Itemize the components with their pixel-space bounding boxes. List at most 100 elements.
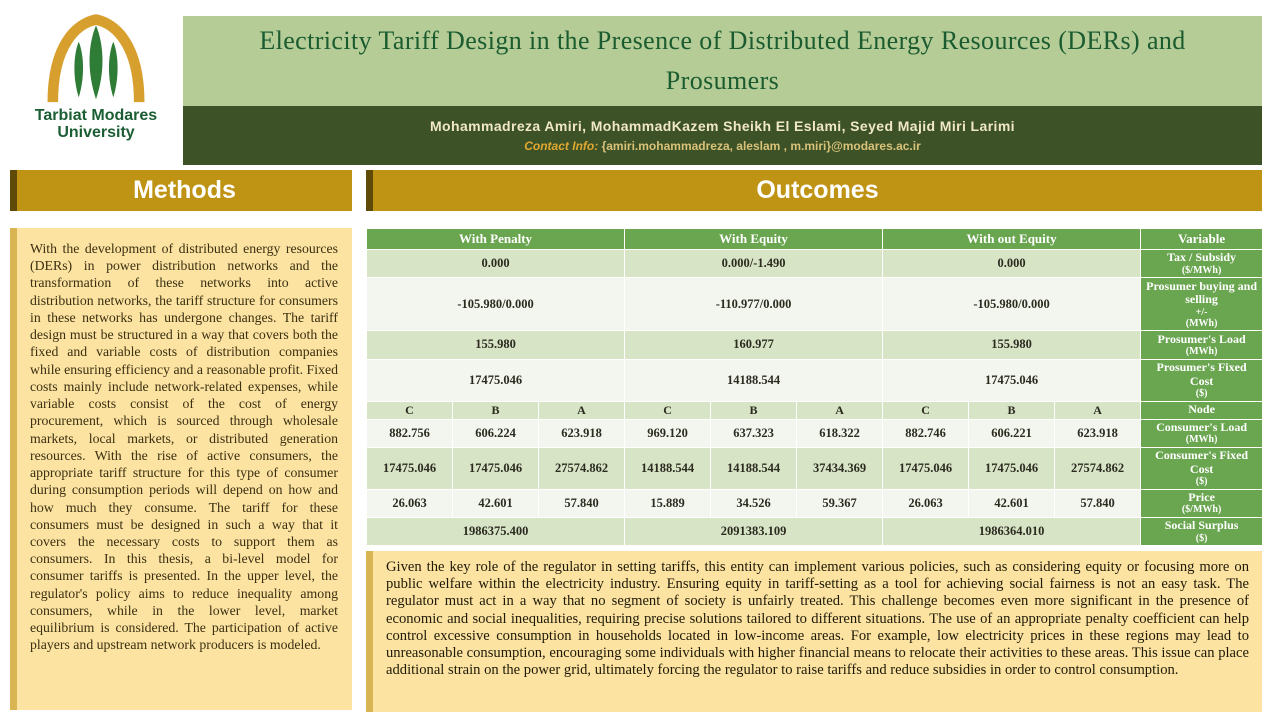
cell: -110.977/0.000 [624, 277, 884, 332]
cell: 969.120 [624, 418, 712, 448]
cell: 17475.046 [882, 358, 1142, 402]
cell: 606.224 [452, 418, 539, 448]
cell: 623.918 [537, 418, 626, 448]
col-group-with-penalty: With Penalty [365, 228, 626, 250]
cell: 15.889 [624, 488, 712, 518]
outcomes-panel: Given the key role of the regulator in s… [366, 551, 1262, 712]
methods-title: Methods [133, 176, 236, 204]
variable-label: Node [1140, 400, 1264, 420]
node-cell: C [882, 400, 970, 420]
variable-label: Prosumer buying and selling +/- (MWh) [1140, 277, 1264, 332]
variable-unit: ($) [1195, 532, 1208, 544]
cell: -105.980/0.000 [365, 277, 626, 332]
cell: 14188.544 [624, 358, 884, 402]
cell: 26.063 [366, 488, 453, 518]
table-header-row: With Penalty With Equity With out Equity… [365, 228, 1264, 250]
logo-line2: University [57, 123, 135, 141]
col-group-with-equity: With Equity [624, 228, 884, 250]
cell: 26.063 [882, 488, 970, 518]
variable-label: Consumer's Fixed Cost ($) [1140, 446, 1264, 490]
cell: 155.980 [365, 330, 626, 360]
variable-label: Consumer's Load (MWh) [1140, 418, 1264, 448]
logo-emblem-icon [47, 14, 145, 103]
col-group-without-equity: With out Equity [882, 228, 1142, 250]
title-band: Electricity Tariff Design in the Presenc… [183, 16, 1262, 106]
table-row-social-surplus: 1986375.400 2091383.109 1986364.010 Soci… [365, 516, 1264, 547]
cell: 17475.046 [365, 358, 626, 402]
cell: 606.221 [968, 418, 1056, 448]
variable-name: Consumer's Load [1156, 419, 1248, 434]
node-cell: A [537, 400, 626, 420]
table-row-node: C B A C B A C B A Node [366, 400, 1264, 420]
outcomes-body-text: Given the key role of the regulator in s… [386, 559, 1249, 679]
variable-label: Prosumer's Load (MWh) [1140, 330, 1264, 360]
cell: 34.526 [710, 488, 798, 518]
variable-name: Social Surplus [1164, 518, 1239, 533]
results-table: With Penalty With Equity With out Equity… [365, 228, 1264, 547]
cell: 17475.046 [452, 446, 539, 490]
cell: -105.980/0.000 [882, 277, 1142, 332]
variable-label: Tax / Subsidy ($/MWh) [1140, 248, 1264, 279]
cell: 160.977 [624, 330, 884, 360]
cell: 1986375.400 [365, 516, 626, 547]
cell: 42.601 [968, 488, 1056, 518]
variable-unit: ($) [1195, 387, 1208, 399]
variable-name: Node [1188, 402, 1215, 417]
variable-unit: (MWh) [1185, 434, 1218, 446]
contact-label: Contact Info: [524, 139, 599, 153]
cell: 57.840 [537, 488, 626, 518]
cell: 0.000 [882, 248, 1142, 279]
logo-line1: Tarbiat Modares [34, 107, 158, 124]
outcomes-section-header: Outcomes [366, 170, 1262, 211]
cell: 14188.544 [624, 446, 712, 490]
variable-name: Consumer's Fixed Cost [1155, 448, 1249, 476]
variable-name: Price [1188, 489, 1215, 504]
node-cell: C [624, 400, 712, 420]
cell: 14188.544 [710, 446, 798, 490]
cell: 27574.862 [1054, 446, 1142, 490]
university-logo: Tarbiat Modares University [12, 10, 180, 162]
col-variable: Variable [1140, 228, 1264, 250]
cell: 2091383.109 [624, 516, 884, 547]
cell: 17475.046 [882, 446, 970, 490]
variable-unit: ($/MWh) [1181, 264, 1222, 276]
table-row-consumer-fixed-cost: 17475.046 17475.046 27574.862 14188.544 … [366, 446, 1264, 490]
variable-unit: ($) [1195, 476, 1208, 488]
cell: 0.000 [365, 248, 626, 279]
cell: 17475.046 [968, 446, 1056, 490]
contact-line: Contact Info: {amiri.mohammadreza, alesl… [524, 139, 921, 153]
cell: 623.918 [1054, 418, 1142, 448]
poster-title: Electricity Tariff Design in the Presenc… [259, 25, 1186, 95]
variable-name: Prosumer buying and selling [1146, 278, 1258, 307]
node-cell: B [710, 400, 798, 420]
variable-unit: +/- (MWh) [1185, 306, 1218, 329]
cell: 155.980 [882, 330, 1142, 360]
variable-label: Price ($/MWh) [1140, 488, 1264, 518]
cell: 637.323 [710, 418, 798, 448]
results-table-wrap: With Penalty With Equity With out Equity… [365, 228, 1264, 547]
node-cell: B [968, 400, 1056, 420]
cell: 37434.369 [796, 446, 884, 490]
methods-panel: With the development of distributed ener… [10, 228, 352, 710]
table-row-prosumer-trade: -105.980/0.000 -110.977/0.000 -105.980/0… [365, 277, 1264, 332]
cell: 882.746 [882, 418, 970, 448]
logo-text: Tarbiat Modares University [34, 107, 158, 142]
cell: 17475.046 [366, 446, 453, 490]
methods-section-header: Methods [10, 170, 352, 211]
variable-unit: (MWh) [1185, 346, 1218, 358]
node-cell: C [366, 400, 453, 420]
methods-body-text: With the development of distributed ener… [30, 241, 338, 653]
variable-label: Prosumer's Fixed Cost ($) [1140, 358, 1264, 402]
authors-band: Mohammadreza Amiri, MohammadKazem Sheikh… [183, 106, 1262, 165]
authors-line: Mohammadreza Amiri, MohammadKazem Sheikh… [430, 118, 1015, 134]
table-row-tax-subsidy: 0.000 0.000/-1.490 0.000 Tax / Subsidy (… [365, 248, 1264, 279]
cell: 1986364.010 [882, 516, 1142, 547]
variable-name: Prosumer's Fixed Cost [1156, 360, 1247, 388]
variable-name: Tax / Subsidy [1167, 250, 1237, 265]
node-cell: B [452, 400, 539, 420]
variable-name: Prosumer's Load [1157, 331, 1246, 346]
outcomes-title: Outcomes [756, 176, 879, 204]
node-cell: A [1054, 400, 1142, 420]
cell: 57.840 [1054, 488, 1142, 518]
